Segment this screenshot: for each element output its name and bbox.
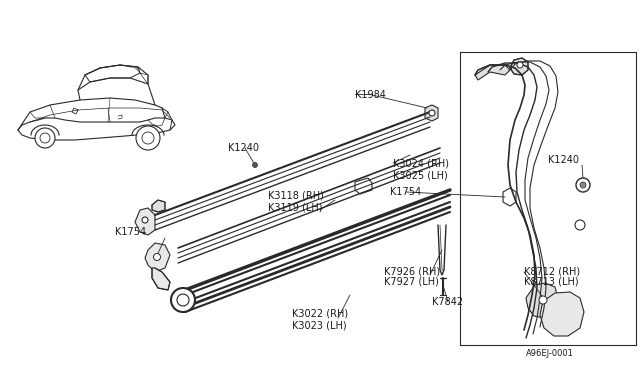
Text: K8712 (RH): K8712 (RH) <box>524 267 580 277</box>
Text: K3022 (RH): K3022 (RH) <box>292 309 348 319</box>
Polygon shape <box>85 65 140 75</box>
Text: K3023 (LH): K3023 (LH) <box>292 320 347 330</box>
Circle shape <box>154 253 161 260</box>
Text: K3118 (RH): K3118 (RH) <box>268 191 324 201</box>
Circle shape <box>35 128 55 148</box>
Circle shape <box>142 132 154 144</box>
Circle shape <box>517 62 523 68</box>
Polygon shape <box>135 208 155 235</box>
Text: K3119 (LH): K3119 (LH) <box>268 202 323 212</box>
Polygon shape <box>526 283 558 318</box>
Circle shape <box>253 163 257 167</box>
Polygon shape <box>503 188 516 206</box>
Text: K8713 (LH): K8713 (LH) <box>524 277 579 287</box>
Polygon shape <box>152 200 165 212</box>
Text: K7927 (LH): K7927 (LH) <box>384 277 439 287</box>
Text: K1240: K1240 <box>228 143 259 153</box>
Circle shape <box>576 178 590 192</box>
Polygon shape <box>145 243 170 272</box>
Circle shape <box>171 288 195 312</box>
Text: K1754: K1754 <box>115 227 146 237</box>
Circle shape <box>142 217 148 223</box>
Polygon shape <box>355 178 372 194</box>
Polygon shape <box>425 105 438 121</box>
Text: K1984: K1984 <box>355 90 386 100</box>
Text: K3025 (LH): K3025 (LH) <box>393 170 448 180</box>
Circle shape <box>429 110 435 116</box>
Polygon shape <box>510 58 528 75</box>
Circle shape <box>580 182 586 188</box>
Text: A96EJ-0001: A96EJ-0001 <box>526 349 574 357</box>
Text: K1240: K1240 <box>548 155 579 165</box>
Text: K7842: K7842 <box>432 297 463 307</box>
Circle shape <box>177 294 189 306</box>
Circle shape <box>575 220 585 230</box>
Polygon shape <box>475 65 510 80</box>
Polygon shape <box>152 268 170 290</box>
Circle shape <box>136 126 160 150</box>
Circle shape <box>539 296 547 304</box>
Text: K1754: K1754 <box>390 187 421 197</box>
Text: K7926 (RH): K7926 (RH) <box>384 267 440 277</box>
Circle shape <box>40 133 50 143</box>
Text: K3024 (RH): K3024 (RH) <box>393 159 449 169</box>
Polygon shape <box>540 292 584 336</box>
